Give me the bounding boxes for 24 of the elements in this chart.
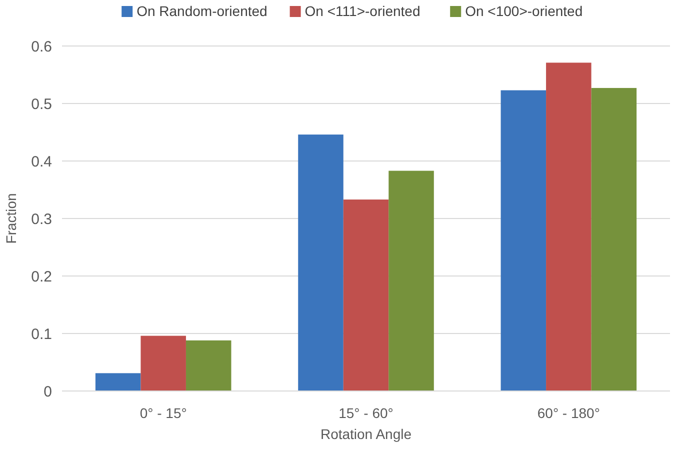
bar — [591, 88, 637, 391]
y-tick-label: 0.4 — [31, 153, 52, 170]
y-tick-label: 0.1 — [31, 326, 52, 343]
bar — [500, 90, 546, 391]
x-tick-label: 60° - 180° — [537, 405, 600, 421]
bar — [388, 170, 434, 391]
y-tick-label: 0.2 — [31, 268, 52, 286]
x-tick-label: 15° - 60° — [338, 405, 394, 421]
y-tick-label: 0.6 — [31, 38, 52, 56]
y-tick-label: 0.3 — [31, 210, 52, 228]
x-tick-label: 0° - 15° — [140, 405, 187, 421]
legend-label: On Random-oriented — [136, 3, 268, 19]
bar — [186, 340, 232, 391]
bar — [343, 200, 389, 391]
y-axis-title: Fraction — [3, 193, 19, 244]
x-axis-title: Rotation Angle — [320, 426, 412, 442]
bar — [140, 336, 186, 391]
bar — [546, 62, 592, 391]
y-tick-label: 0.5 — [31, 96, 52, 113]
legend-label: On <100>-oriented — [465, 3, 583, 19]
bar — [298, 134, 344, 391]
bar — [95, 373, 141, 391]
legend-label: On <111>-oriented — [304, 3, 420, 19]
y-tick-label: 0 — [44, 383, 52, 400]
